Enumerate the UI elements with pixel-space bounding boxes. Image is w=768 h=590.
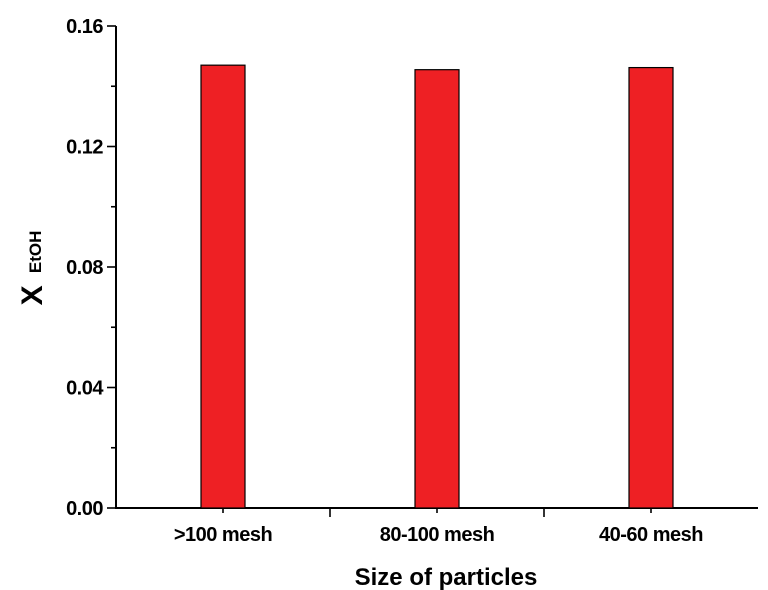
y-tick-label: 0.04 — [66, 378, 104, 400]
x-axis-ticks: >100 mesh 80-100 mesh 40-60 mesh — [174, 508, 703, 546]
bars — [200, 64, 674, 509]
y-tick-label: 0.16 — [66, 16, 103, 38]
bar-3 — [628, 66, 674, 509]
x-tick-label: 80-100 mesh — [380, 524, 495, 546]
x-axis-title: Size of particles — [355, 564, 538, 590]
x-tick-label: >100 mesh — [174, 524, 272, 546]
y-axis-title-main: X — [16, 285, 49, 305]
y-tick-label: 0.00 — [66, 498, 103, 520]
y-axis-title-subscript: EtOH — [26, 231, 45, 274]
bar-1 — [200, 64, 246, 509]
y-tick-label: 0.12 — [66, 137, 103, 159]
y-tick-label: 0.08 — [66, 257, 103, 279]
y-axis-title: X EtOH — [16, 231, 49, 306]
x-tick-label: 40-60 mesh — [599, 524, 703, 546]
y-axis-ticks: 0.00 0.04 0.08 0.12 0.16 — [66, 16, 116, 520]
bar-2 — [414, 69, 460, 509]
